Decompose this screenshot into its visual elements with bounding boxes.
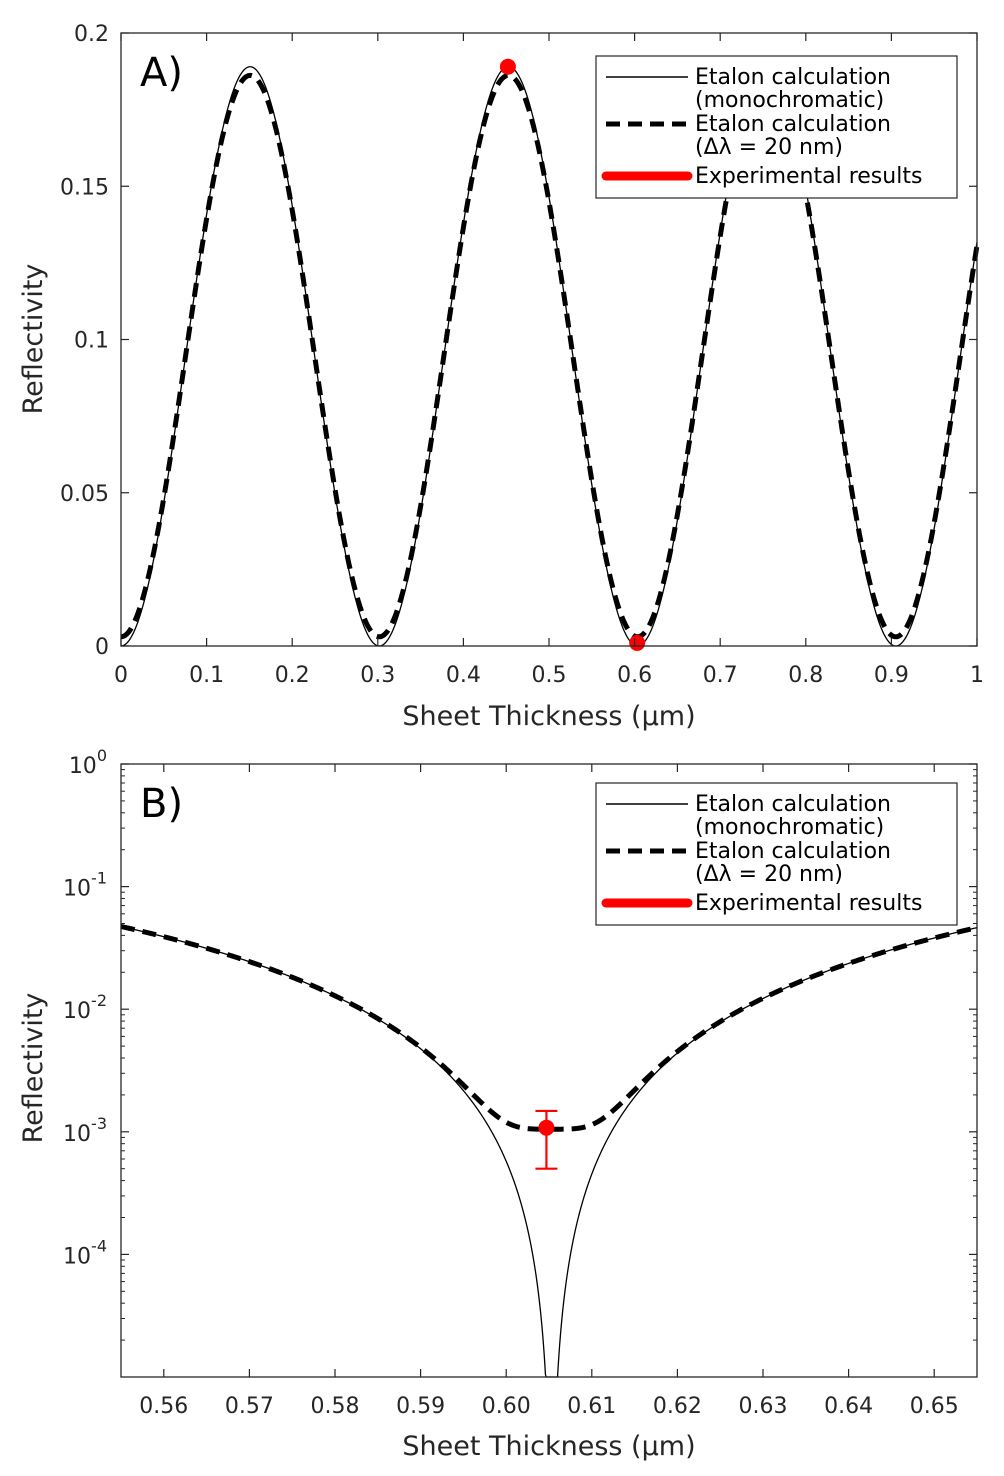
panel-a-x-tick-label: 0.8 [788,663,823,688]
panel-b-markers [535,1109,558,1170]
panel-b-x-tick-label: 0.61 [567,1394,616,1419]
panel-b-legend-experimental: Experimental results [695,891,922,916]
panel-b-y-ticks: 100 10-1 10-2 10-3 10-4 [63,746,977,1341]
panel-a-y-tick-label: 0.2 [74,22,109,47]
panel-a-x-tick-label: 0.1 [189,663,224,688]
panel-b-y-tick-label: 100 [69,746,107,779]
panel-b-x-ticks: 0.56 0.57 0.58 0.59 0.60 0.61 0.62 0.63 0.64 0.65 [139,764,959,1419]
panel-b-x-tick-label: 0.58 [311,1394,360,1419]
panel-b-y-tick-label: 10-1 [63,869,107,902]
panel-a-legend-experimental: Experimental results [695,164,922,189]
panel-b: 0.56 0.57 0.58 0.59 0.60 0.61 0.62 0.63 0.64 0.65… [18,746,978,1462]
panel-b-x-axis-title: Sheet Thickness (µm) [402,1431,695,1462]
panel-a-x-tick-label: 0.5 [532,663,567,688]
panel-a-x-tick-label: 0.2 [275,663,310,688]
panel-a-legend-dashed-line1: Etalon calculation [695,112,891,137]
panel-b-legend-dashed-line1: Etalon calculation [695,839,891,864]
panel-a-label: A) [140,50,183,96]
panel-a-x-tick-label: 0.6 [617,663,652,688]
panel-b-x-tick-label: 0.60 [482,1394,531,1419]
panel-b-x-tick-label: 0.65 [910,1394,959,1419]
panel-b-legend-dashed-line2: (Δλ = 20 nm) [695,862,843,887]
panel-a-markers [499,58,646,651]
panel-a-x-ticks: 0 0.1 0.2 0.3 0.4 0.5 0.6 0.7 0.8 0.9 1 [114,33,984,688]
panel-b-label: B) [140,781,183,827]
panel-a-legend-mono-line1: Etalon calculation [695,65,891,90]
panel-a-x-tick-label: 0.4 [446,663,481,688]
panel-a-y-tick-label: 0.1 [74,329,109,354]
panel-a-y-axis-title: Reflectivity [18,264,49,415]
panel-b-legend-mono-line1: Etalon calculation [695,792,891,817]
panel-a-y-tick-label: 0.05 [60,482,109,507]
panel-b-x-tick-label: 0.56 [139,1394,188,1419]
panel-b-x-tick-label: 0.57 [225,1394,274,1419]
panel-a-x-tick-label: 1 [970,663,984,688]
panel-a-legend-mono-line2: (monochromatic) [695,88,884,113]
panel-b-y-tick-label: 10-2 [63,991,107,1024]
panel-a-legend: Etalon calculation (monochromatic) Etalo… [595,55,958,199]
panel-b-legend: Etalon calculation (monochromatic) Etalo… [595,782,958,926]
panel-b-x-tick-label: 0.63 [739,1394,788,1419]
panel-a-y-ticks: 0 0.05 0.1 0.15 0.2 [60,22,977,660]
panel-a-y-tick-label: 0.15 [60,175,109,200]
panel-a-curves [120,66,980,647]
panel-b-experimental-point [538,1119,555,1136]
panel-a-x-tick-label: 0.9 [874,663,909,688]
panel-b-legend-mono-line2: (monochromatic) [695,815,884,840]
panel-a-y-tick-label: 0 [95,635,109,660]
panel-a: 0 0.1 0.2 0.3 0.4 0.5 0.6 0.7 0.8 0.9 1 0 0.05 0.1 0.… [18,22,984,732]
panel-a-x-tick-label: 0.7 [703,663,738,688]
panel-b-axes-box [120,763,978,1378]
panel-b-x-tick-label: 0.62 [653,1394,702,1419]
panel-b-y-axis-title: Reflectivity [18,993,49,1144]
panel-a-experimental-point [629,634,646,651]
panel-a-x-tick-label: 0 [114,663,128,688]
panel-b-x-tick-label: 0.64 [824,1394,873,1419]
panel-a-x-tick-label: 0.3 [360,663,395,688]
panel-b-y-tick-label: 10-3 [63,1114,107,1147]
panel-b-y-tick-label: 10-4 [63,1236,107,1269]
panel-b-x-tick-label: 0.59 [396,1394,445,1419]
panel-a-legend-dashed-line2: (Δλ = 20 nm) [695,135,843,160]
panel-a-experimental-point [499,58,516,75]
panel-a-x-axis-title: Sheet Thickness (µm) [402,701,695,732]
panel-a-series-monochromatic [120,66,978,647]
